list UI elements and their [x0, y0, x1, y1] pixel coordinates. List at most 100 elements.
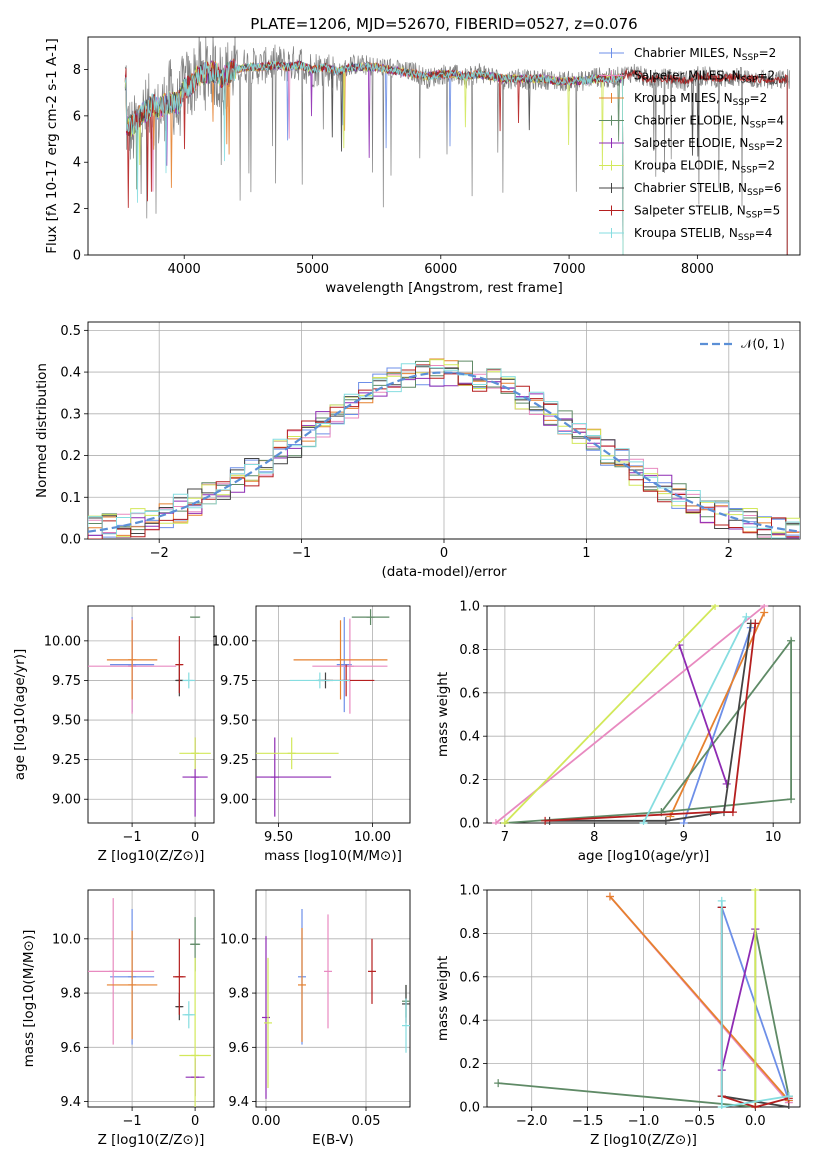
y-tick-label: 0.4 [60, 366, 81, 381]
weight-marker [711, 604, 720, 610]
mass-vs-z-panel: −1 0 9.4 9.6 9.8 10.0 Z [log10(Z/Z⊙)] mass [log… [21, 889, 215, 1148]
x-tick-label: 1 [582, 546, 590, 561]
x-tick-label: 8 [590, 830, 598, 845]
weight-marker [661, 816, 670, 825]
y-tick-label: 9.4 [228, 1095, 249, 1110]
error-bar-point [351, 609, 390, 626]
axes-frame [87, 321, 801, 540]
y-axis-label: Flux [fλ 10-17 erg cm-2 s-1 A-1] [44, 38, 60, 253]
weight-line [549, 623, 752, 822]
spectrum-panel: 4000 5000 6000 7000 8000 0 2 4 6 8 wavelength [Ang… [44, 36, 801, 296]
weight-marker [784, 1092, 793, 1101]
y-tick-label: 4 [73, 156, 81, 171]
y-tick-label: 10.0 [220, 932, 249, 947]
residual-histogram [88, 363, 800, 539]
x-axis-label: age [log10(age/yr)] [578, 848, 710, 864]
x-axis-label: Z [log10(Z/Z⊙)] [590, 1132, 697, 1148]
y-axis-label: mass weight [435, 956, 451, 1041]
error-bar-point [106, 620, 158, 700]
weight-marker [717, 1103, 726, 1109]
legend-label: Kroupa ELODIE, NSSP=2 [634, 159, 775, 176]
weight-line [669, 612, 766, 817]
weight-marker [500, 819, 509, 825]
error-bar-point [312, 618, 388, 714]
weight-vs-z-panel: −2.0 −1.5 −1.0 −0.5 0.0 0.0 0.2 0.4 0.6 0.8 1.0 Z [… [435, 884, 801, 1148]
weight-line [609, 895, 790, 1102]
spectrum-model-line [124, 60, 624, 255]
weight-marker [751, 619, 760, 628]
axes-frame [87, 889, 215, 1108]
error-bar-point [179, 737, 211, 770]
x-tick-label: 8000 [681, 262, 714, 277]
x-tick-label: −0.5 [684, 1114, 716, 1129]
y-axis-label: Normed distribution [34, 363, 50, 498]
y-tick-label: 8 [73, 63, 81, 78]
weight-marker [751, 888, 760, 894]
x-tick-label: 9 [680, 830, 688, 845]
weight-line [720, 928, 757, 1071]
y-tick-label: 0.0 [459, 1101, 480, 1116]
legend-label: 𝒩(0, 1) [741, 337, 785, 351]
x-tick-label: −1.5 [572, 1114, 604, 1129]
x-tick-label: 7 [501, 830, 509, 845]
x-tick-label: 10 [765, 830, 782, 845]
spectrum-legend: Chabrier MILES, NSSP=2 Salpeter MILES, NS… [599, 46, 784, 243]
weight-vs-age-panel: 7 8 9 10 0.0 0.2 0.4 0.6 0.8 1.0 age [log10(age/yr… [435, 600, 801, 864]
y-tick-label: 9.50 [52, 714, 81, 729]
x-tick-label: 0.0 [745, 1114, 766, 1129]
x-tick-label: 2 [725, 546, 733, 561]
weight-line [682, 627, 752, 824]
age-vs-z-panel: −1 0 9.00 9.25 9.50 9.75 10.00 Z [log10(Z/Z⊙)] a… [12, 605, 215, 864]
legend-label: Salpeter MILES, NSSP=2 [634, 69, 775, 86]
legend-label: Salpeter ELODIE, NSSP=2 [634, 136, 783, 153]
x-axis-label: (data-model)/error [381, 564, 507, 580]
y-tick-label: 9.25 [52, 753, 81, 768]
y-tick-label: 9.75 [52, 674, 81, 689]
x-axis-label: E(B-V) [312, 1132, 354, 1148]
normal-curve [88, 371, 800, 533]
y-tick-label: 9.6 [228, 1041, 249, 1056]
y-axis-label: mass [log10(M/M⊙)] [21, 930, 37, 1068]
legend-label: Kroupa STELIB, NSSP=4 [634, 226, 772, 243]
y-tick-label: 0.4 [459, 730, 480, 745]
plot-area [88, 616, 211, 817]
weight-marker [784, 1103, 793, 1109]
weight-line [504, 605, 716, 824]
error-bar-point [175, 636, 184, 694]
y-tick-label: 9.75 [220, 674, 249, 689]
error-bar-point [88, 898, 155, 1045]
weight-marker [639, 819, 648, 825]
x-tick-label: 5000 [296, 262, 329, 277]
x-tick-label: −2.0 [516, 1114, 548, 1129]
error-bar-point [298, 927, 306, 1042]
y-tick-label: 10.00 [44, 634, 81, 649]
error-bar-point [402, 998, 410, 1053]
weight-line [642, 616, 748, 824]
mass-vs-ebv-panel: 0.00 0.05 9.4 9.6 9.8 10.0 E(B-V) [220, 889, 411, 1148]
error-bar-point [256, 737, 339, 770]
x-tick-label: 4000 [168, 262, 201, 277]
x-tick-label: 0.00 [252, 1114, 281, 1129]
x-tick-label: 0 [191, 830, 199, 845]
x-tick-label: 0.05 [352, 1114, 381, 1129]
plot-area [88, 898, 211, 1107]
error-bar-point [264, 957, 272, 1089]
y-tick-label: 9.4 [60, 1095, 81, 1110]
x-axis-label: mass [log10(M/M⊙)] [264, 848, 402, 864]
weight-line [504, 638, 792, 824]
x-tick-label: 9.50 [264, 830, 293, 845]
weight-line [545, 623, 757, 822]
axes-frame [255, 889, 411, 1108]
axes-frame [486, 889, 801, 1108]
y-tick-label: 0.1 [60, 491, 81, 506]
y-tick-label: 0.8 [459, 927, 480, 942]
y-tick-label: 9.00 [52, 793, 81, 808]
x-tick-label: 7000 [553, 262, 586, 277]
x-axis-label: wavelength [Angstrom, rest frame] [325, 280, 563, 296]
weight-marker [751, 1103, 760, 1109]
plot-area [262, 908, 410, 1099]
legend-label: Chabrier MILES, NSSP=2 [634, 46, 776, 63]
x-tick-label: −1 [123, 1114, 142, 1129]
